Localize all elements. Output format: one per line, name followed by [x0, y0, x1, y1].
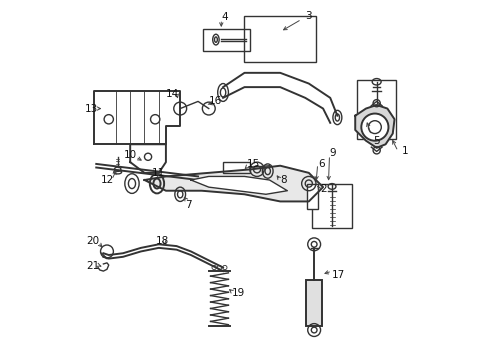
Bar — [244, 16, 315, 62]
Bar — [356, 80, 395, 139]
Text: 13: 13 — [85, 104, 98, 113]
Text: 2: 2 — [319, 184, 325, 194]
Text: 7: 7 — [184, 200, 191, 210]
Text: 4: 4 — [221, 13, 228, 22]
Polygon shape — [190, 176, 287, 194]
Text: 10: 10 — [123, 150, 137, 160]
Text: 18: 18 — [155, 236, 169, 246]
Text: 19: 19 — [231, 288, 244, 297]
Text: 20: 20 — [86, 236, 99, 246]
Polygon shape — [354, 105, 394, 148]
Text: 17: 17 — [331, 270, 344, 280]
Text: 21: 21 — [86, 261, 99, 271]
Text: 6: 6 — [317, 159, 324, 169]
Bar — [305, 280, 322, 327]
Circle shape — [361, 113, 387, 141]
Text: 16: 16 — [208, 96, 222, 107]
Polygon shape — [144, 166, 323, 202]
Text: 3: 3 — [305, 11, 311, 21]
Bar — [203, 29, 249, 51]
Text: 8: 8 — [280, 175, 286, 185]
Bar — [306, 184, 317, 208]
Text: 11: 11 — [151, 168, 164, 178]
Text: 12: 12 — [101, 175, 114, 185]
Circle shape — [367, 121, 381, 134]
Bar — [312, 184, 351, 228]
Text: 9: 9 — [329, 148, 336, 158]
Text: 1: 1 — [401, 147, 408, 157]
Text: 5: 5 — [373, 136, 379, 146]
Text: 15: 15 — [246, 159, 259, 169]
Bar — [223, 162, 249, 173]
Text: 14: 14 — [165, 89, 179, 99]
